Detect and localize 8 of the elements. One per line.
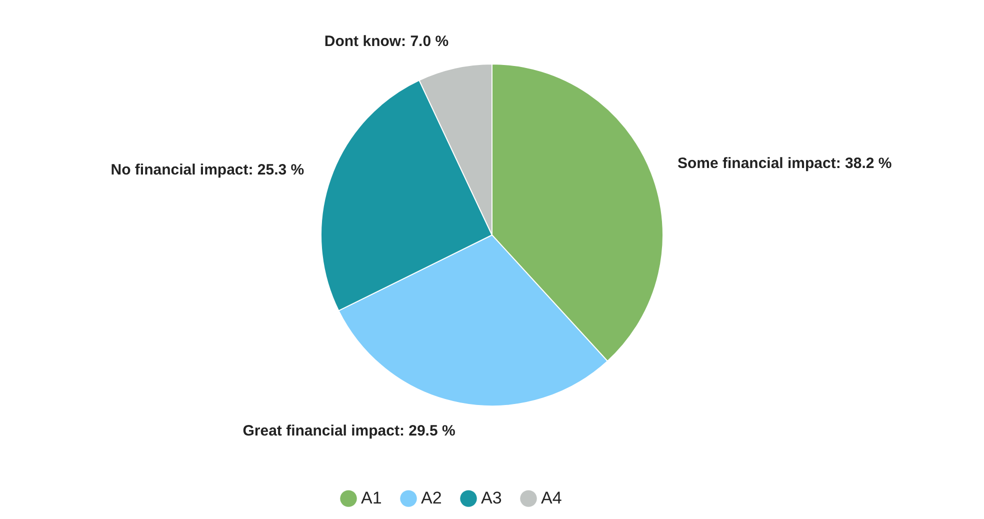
legend-label: A2 xyxy=(421,488,442,508)
legend-label: A1 xyxy=(361,488,382,508)
data-label: Some financial impact: 38.2 % xyxy=(677,154,892,172)
data-label: Dont know: 7.0 % xyxy=(324,32,449,50)
legend-label: A3 xyxy=(481,488,502,508)
data-label: Great financial impact: 29.5 % xyxy=(242,422,456,440)
data-label: No financial impact: 25.3 % xyxy=(110,161,304,178)
legend-label: A4 xyxy=(541,488,562,508)
